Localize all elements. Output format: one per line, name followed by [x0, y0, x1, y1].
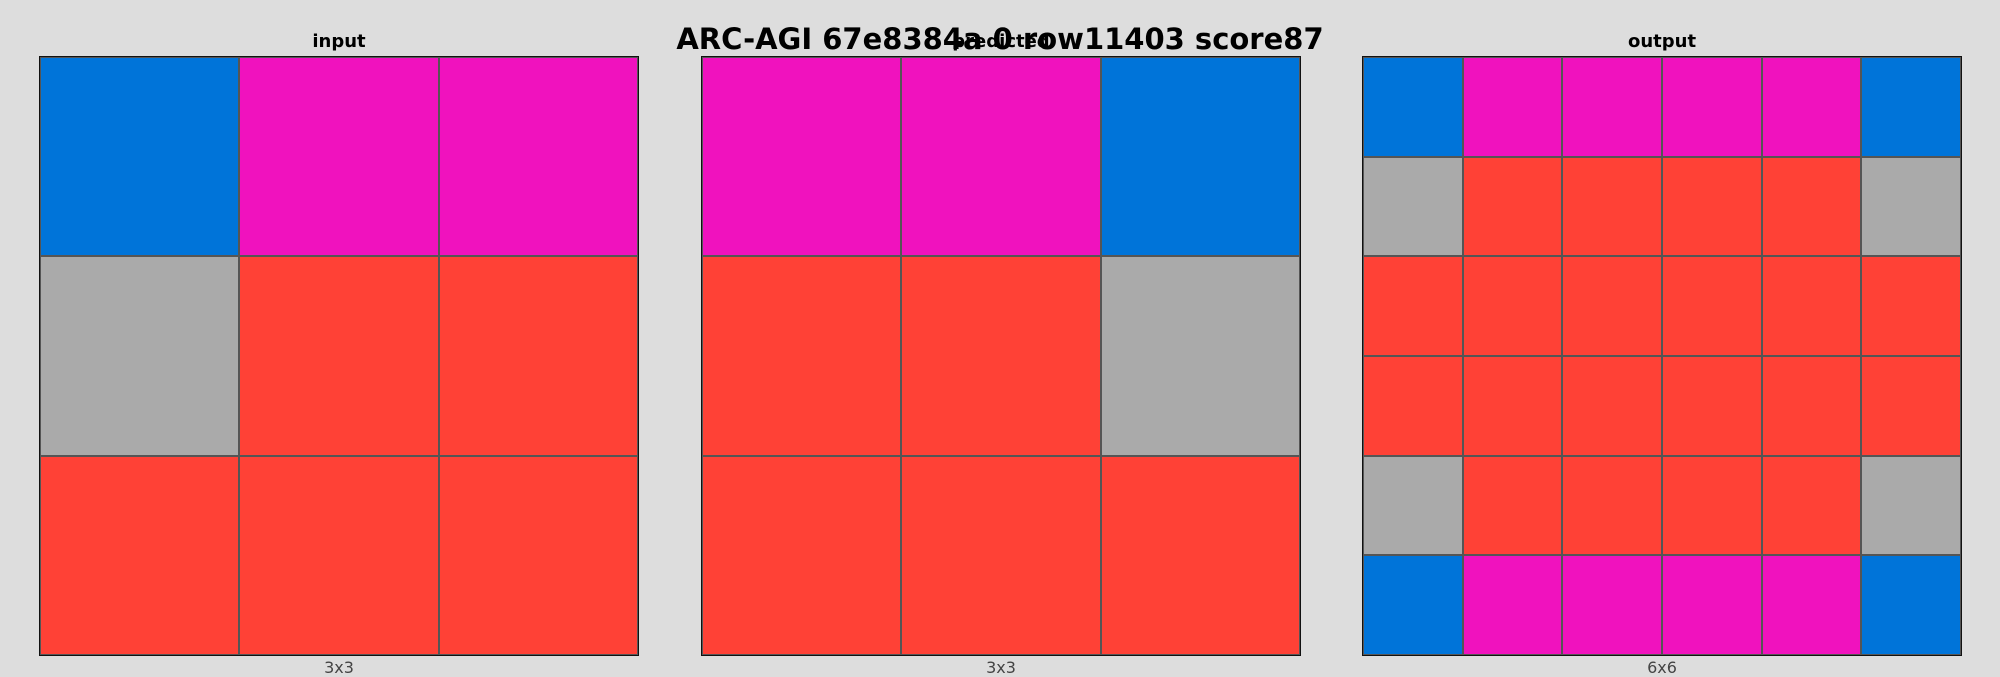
grid-cell: [1562, 256, 1662, 356]
grid-size-label: 6x6: [1647, 658, 1677, 677]
grid-cell: [901, 455, 1101, 655]
grid-cell: [1462, 156, 1563, 257]
grid-cell: [1661, 455, 1762, 556]
grid-cell: [239, 57, 439, 257]
panel-title: output: [1627, 31, 1697, 52]
grid-output: [1362, 56, 1962, 656]
grid-cell: [1100, 57, 1300, 257]
grid-cell: [1661, 156, 1762, 257]
grid-cell: [1562, 156, 1662, 257]
grid-cell: [1363, 455, 1463, 556]
grid-cell: [1861, 256, 1961, 356]
grid-cell: [1462, 355, 1563, 456]
grid-cell: [438, 256, 638, 456]
panel-title: input: [312, 31, 366, 52]
grid-cell: [239, 455, 439, 655]
grid-cell: [40, 256, 240, 456]
grid-cell: [1661, 555, 1762, 655]
grid-cell: [1363, 355, 1463, 456]
grid-cell: [1861, 455, 1961, 556]
grid-cell: [1861, 555, 1961, 655]
grid-cell: [40, 455, 240, 655]
grid-cell: [1661, 57, 1762, 157]
panel-input: input 3x3: [39, 0, 639, 677]
grid-size-label: 3x3: [324, 658, 354, 677]
grid-input: [39, 56, 639, 656]
grid-cell: [1761, 57, 1862, 157]
grid-cell: [1363, 256, 1463, 356]
grid-cell: [702, 455, 902, 655]
grid-cell: [1661, 256, 1762, 356]
grid-cell: [239, 256, 439, 456]
grid-cell: [1861, 156, 1961, 257]
grid-cell: [1100, 455, 1300, 655]
grid-cell: [438, 57, 638, 257]
grid-cell: [1761, 256, 1862, 356]
grid-cell: [1363, 57, 1463, 157]
grid-cell: [1462, 256, 1563, 356]
grid-cell: [438, 455, 638, 655]
grid-cell: [702, 57, 902, 257]
grid-cell: [1363, 156, 1463, 257]
grid-cell: [40, 57, 240, 257]
panel-predicted: predicted 3x3: [701, 0, 1301, 677]
grid-cell: [1363, 555, 1463, 655]
grid-cell: [1462, 57, 1563, 157]
grid-cell: [1661, 355, 1762, 456]
grid-cell: [1761, 156, 1862, 257]
grid-cell: [1562, 57, 1662, 157]
grid-cell: [1861, 355, 1961, 456]
panel-title: predicted: [952, 31, 1050, 52]
grid-predicted: [701, 56, 1301, 656]
grid-cell: [1562, 455, 1662, 556]
grid-cell: [1761, 555, 1862, 655]
grid-cell: [1100, 256, 1300, 456]
figure-title: ARC-AGI 67e8384a 0 row11403 score87: [676, 22, 1324, 56]
panel-output: output 6x6: [1362, 0, 1962, 677]
grid-cell: [1462, 455, 1563, 556]
grid-cell: [901, 256, 1101, 456]
grid-cell: [1562, 555, 1662, 655]
grid-cell: [1861, 57, 1961, 157]
grid-cell: [702, 256, 902, 456]
grid-cell: [1761, 355, 1862, 456]
grid-size-label: 3x3: [986, 658, 1016, 677]
grid-cell: [1562, 355, 1662, 456]
grid-cell: [901, 57, 1101, 257]
grid-cell: [1462, 555, 1563, 655]
grid-cell: [1761, 455, 1862, 556]
